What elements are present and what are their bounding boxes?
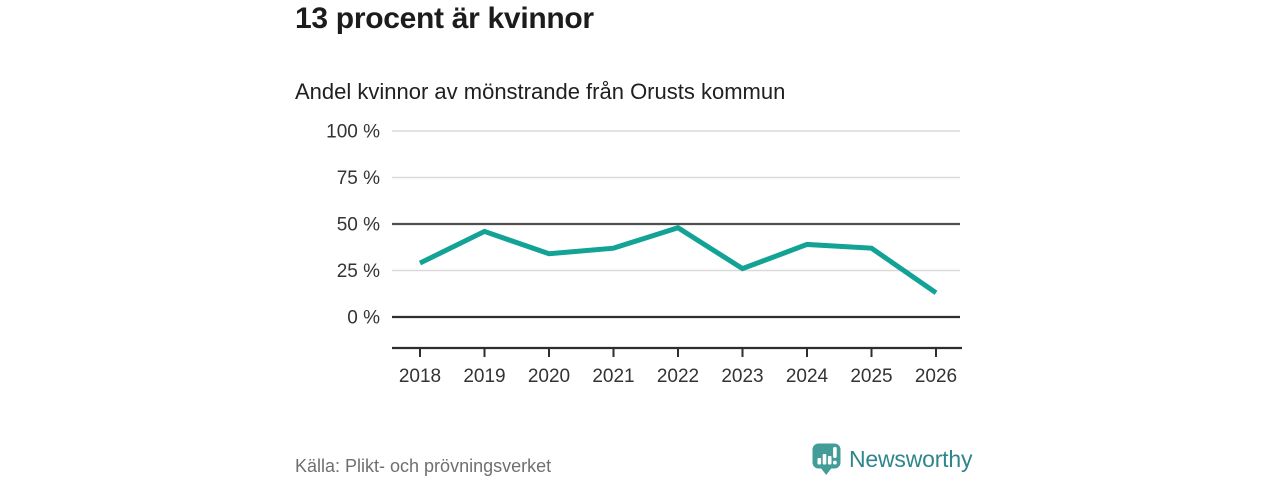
x-tick-label-2020: 2020 xyxy=(528,366,570,387)
x-tick-label-2026: 2026 xyxy=(915,366,957,387)
chart-subtitle: Andel kvinnor av mönstrande från Orusts … xyxy=(295,79,786,104)
x-tick-label-2021: 2021 xyxy=(592,366,634,387)
x-tick-label-2024: 2024 xyxy=(786,366,829,387)
data-line-series-0 xyxy=(418,224,938,295)
x-tick-label-2022: 2022 xyxy=(657,366,699,387)
y-tick-label-75: 75 % xyxy=(337,168,380,189)
y-tick-label-100: 100 % xyxy=(326,122,380,143)
y-tick-label-25: 25 % xyxy=(337,261,380,282)
x-tick-label-2025: 2025 xyxy=(850,366,892,387)
newsworthy-logo-text: Newsworthy xyxy=(849,446,973,472)
y-tick-label-0: 0 % xyxy=(347,308,380,329)
bar-chart-speech-bubble-icon xyxy=(812,443,841,475)
x-tick-label-2019: 2019 xyxy=(463,366,505,387)
chart-title: 13 procent är kvinnor xyxy=(295,2,594,35)
x-tick-label-2023: 2023 xyxy=(721,366,763,387)
x-tick-label-2018: 2018 xyxy=(399,366,441,387)
y-tick-label-50: 50 % xyxy=(337,215,380,236)
newsworthy-logo: Newsworthy xyxy=(812,443,972,476)
line-chart: 0 % 25 % 50 % 75 % 100 % 2018 2019 2020 2021 2022… xyxy=(326,122,962,387)
source-note: Källa: Plikt- och prövningsverket xyxy=(295,456,552,476)
